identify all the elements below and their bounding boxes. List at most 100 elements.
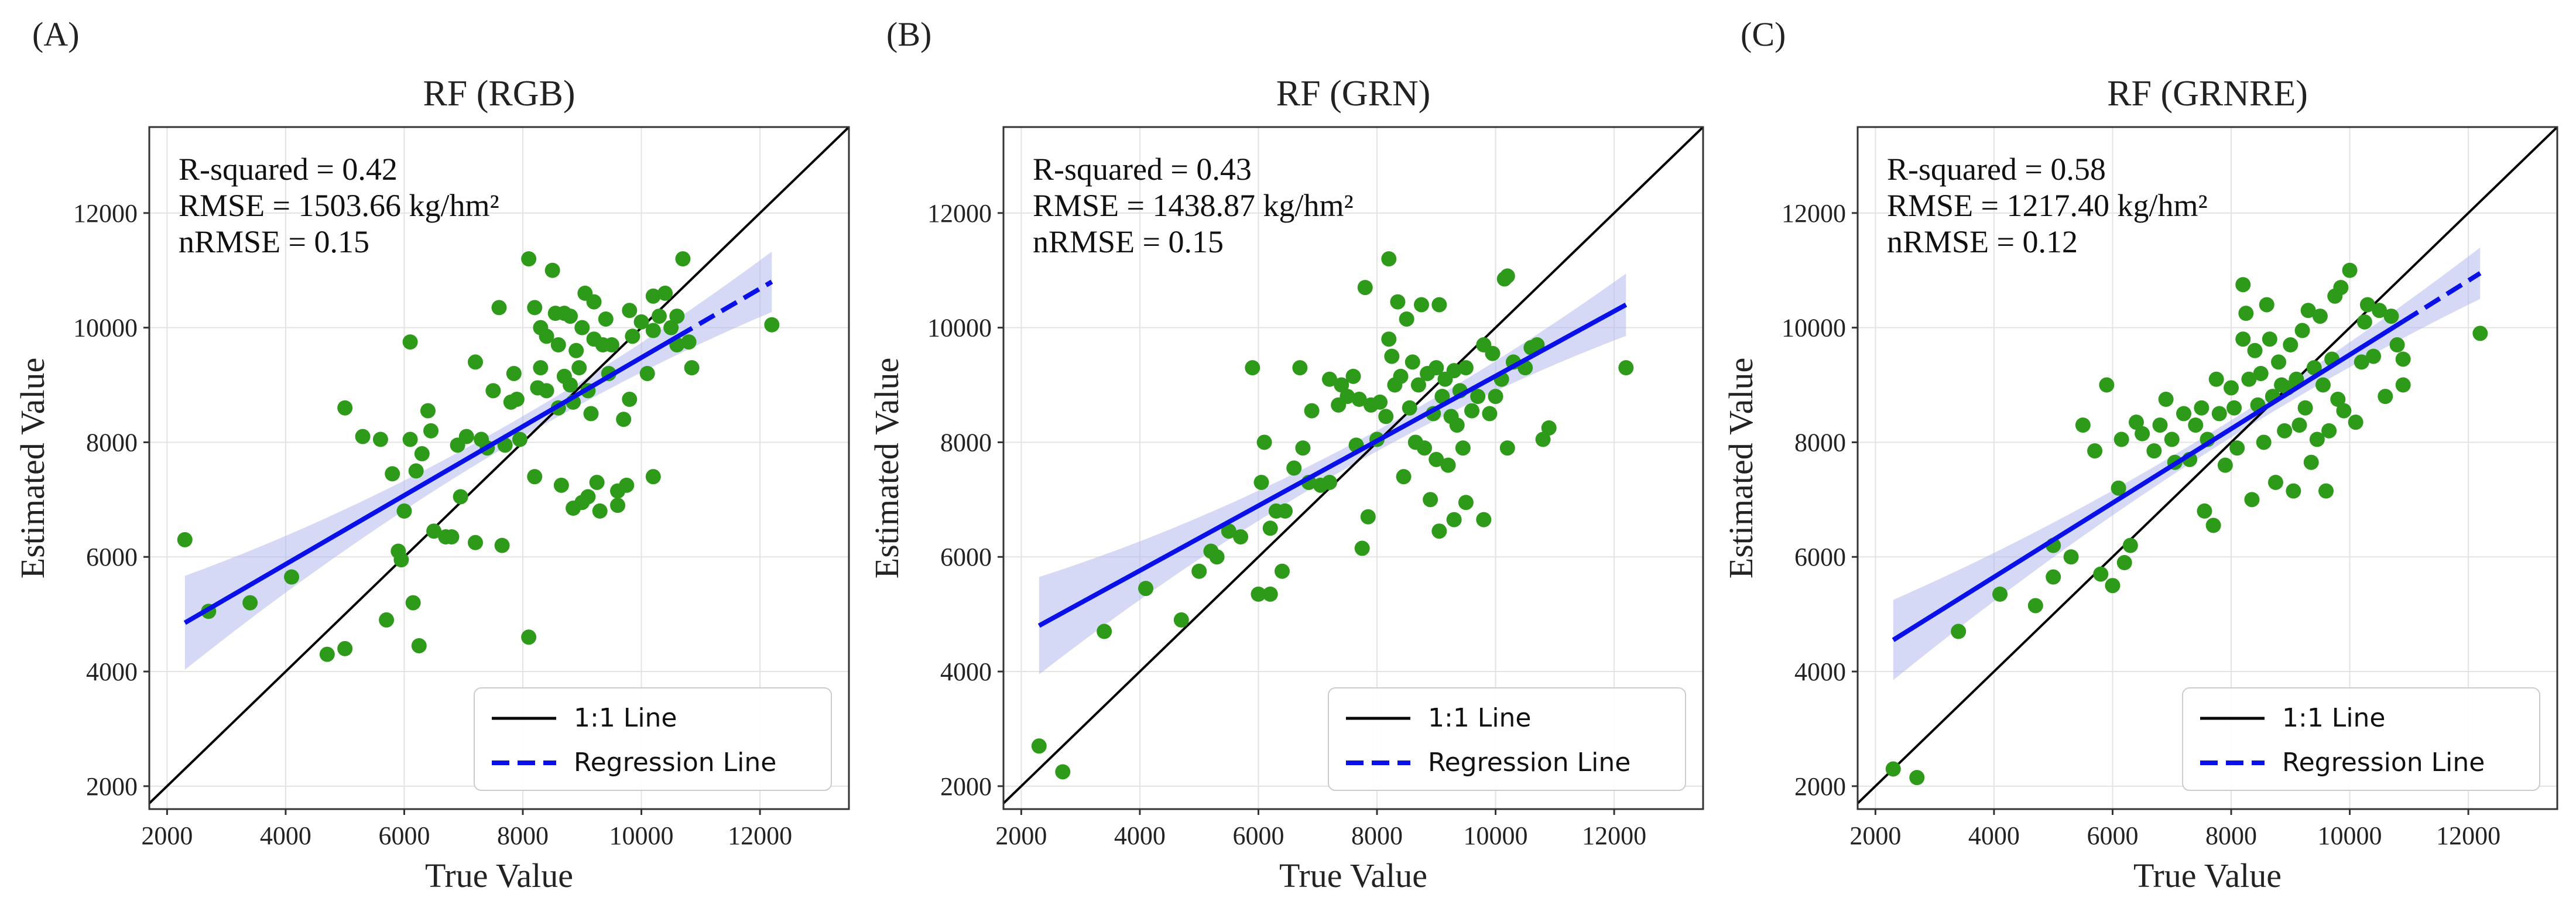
chart-title: RF (GRN) (1276, 74, 1431, 114)
panel-label: (A) (32, 15, 80, 53)
data-point (2253, 365, 2269, 381)
chart-title: RF (GRNRE) (2107, 74, 2308, 114)
data-point (2075, 417, 2091, 433)
data-point (2259, 297, 2274, 313)
y-tick-label: 2000 (86, 772, 138, 801)
identity-line (1858, 127, 2557, 804)
data-point (444, 529, 460, 544)
data-point (423, 423, 439, 438)
x-axis-label: True Value (1279, 857, 1427, 895)
data-point (2105, 578, 2121, 594)
x-tick-label: 12000 (728, 821, 792, 850)
data-point (610, 498, 626, 513)
data-point (1449, 417, 1465, 433)
data-point (1399, 311, 1414, 327)
data-point (580, 489, 596, 505)
data-point (1535, 431, 1551, 447)
data-point (1417, 440, 1433, 456)
legend-box (474, 687, 832, 791)
data-point (2224, 380, 2239, 396)
data-point (1458, 495, 1474, 511)
data-point (2271, 354, 2287, 370)
data-point (512, 431, 527, 447)
data-point (645, 288, 661, 304)
data-point (533, 360, 549, 376)
x-tick-label: 4000 (260, 821, 311, 850)
x-tick-label: 2000 (141, 821, 193, 850)
data-point (645, 323, 661, 338)
data-point (2238, 306, 2254, 321)
data-point (2194, 400, 2210, 416)
data-point (639, 365, 655, 381)
y-tick-label: 6000 (940, 543, 992, 571)
x-axis-label: True Value (425, 857, 573, 895)
data-point (657, 285, 673, 301)
data-point (2146, 443, 2162, 459)
chart-panel-2: (B) RF (GRN) 2000 4000 6000 8000 10000 12000 200… (868, 15, 1704, 895)
data-point (563, 309, 578, 324)
stats-line-2: RMSE = 1438.87 kg/hm² (1033, 188, 1354, 223)
x-axis-label: True Value (2133, 857, 2282, 895)
data-point (2330, 392, 2346, 407)
data-point (2244, 492, 2260, 508)
data-point (1360, 509, 1376, 525)
data-point (645, 469, 661, 485)
data-point (2113, 431, 2129, 447)
data-point (1351, 392, 1367, 407)
x-tick-label: 8000 (497, 821, 549, 850)
data-point (1097, 623, 1112, 639)
plot-area (149, 127, 849, 804)
data-point (1476, 512, 1492, 527)
data-point (1372, 394, 1388, 410)
data-point (2333, 280, 2349, 296)
data-point (2286, 483, 2301, 499)
data-point (1304, 403, 1320, 419)
data-point (2306, 360, 2322, 376)
data-point (2158, 392, 2174, 407)
x-tick-label: 12000 (1582, 821, 1646, 850)
regression-line (183, 335, 679, 625)
data-point (485, 383, 501, 399)
data-point (2277, 423, 2293, 438)
data-point (544, 262, 560, 278)
data-point (337, 640, 353, 656)
data-point (1354, 540, 1370, 556)
data-point (1485, 345, 1501, 361)
data-point (1381, 251, 1397, 267)
data-point (1334, 377, 1349, 393)
data-point (420, 403, 436, 419)
data-point (1440, 457, 1456, 473)
y-axis-label: Estimated Value (868, 358, 906, 578)
data-point (385, 466, 400, 482)
data-point (550, 337, 566, 353)
data-point (411, 638, 427, 653)
data-point (2283, 337, 2298, 353)
data-point (586, 294, 602, 310)
data-point (625, 328, 640, 344)
data-point (337, 400, 353, 416)
x-tick-label: 10000 (1464, 821, 1528, 850)
data-point (1292, 360, 1308, 376)
identity-line (1003, 127, 1703, 804)
data-point (2188, 417, 2204, 433)
data-point (1951, 623, 1967, 639)
legend-label-identity: 1:1 Line (574, 703, 677, 733)
x-tick-label: 8000 (1351, 821, 1403, 850)
data-point (2309, 431, 2325, 447)
data-point (1499, 440, 1515, 456)
data-point (355, 429, 371, 444)
y-tick-label: 6000 (86, 543, 138, 571)
data-point (1464, 403, 1480, 419)
data-point (1410, 377, 1426, 393)
stats-line-1: R-squared = 0.42 (179, 152, 398, 187)
data-point (2312, 309, 2328, 324)
data-point (2395, 351, 2411, 367)
y-tick-label: 12000 (927, 199, 992, 228)
data-point (604, 337, 619, 353)
legend: 1:1 Line Regression Line (474, 687, 832, 791)
data-point (319, 646, 335, 662)
legend-label-regression: Regression Line (2282, 748, 2485, 777)
data-point (1390, 294, 1406, 310)
data-point (1434, 389, 1450, 405)
